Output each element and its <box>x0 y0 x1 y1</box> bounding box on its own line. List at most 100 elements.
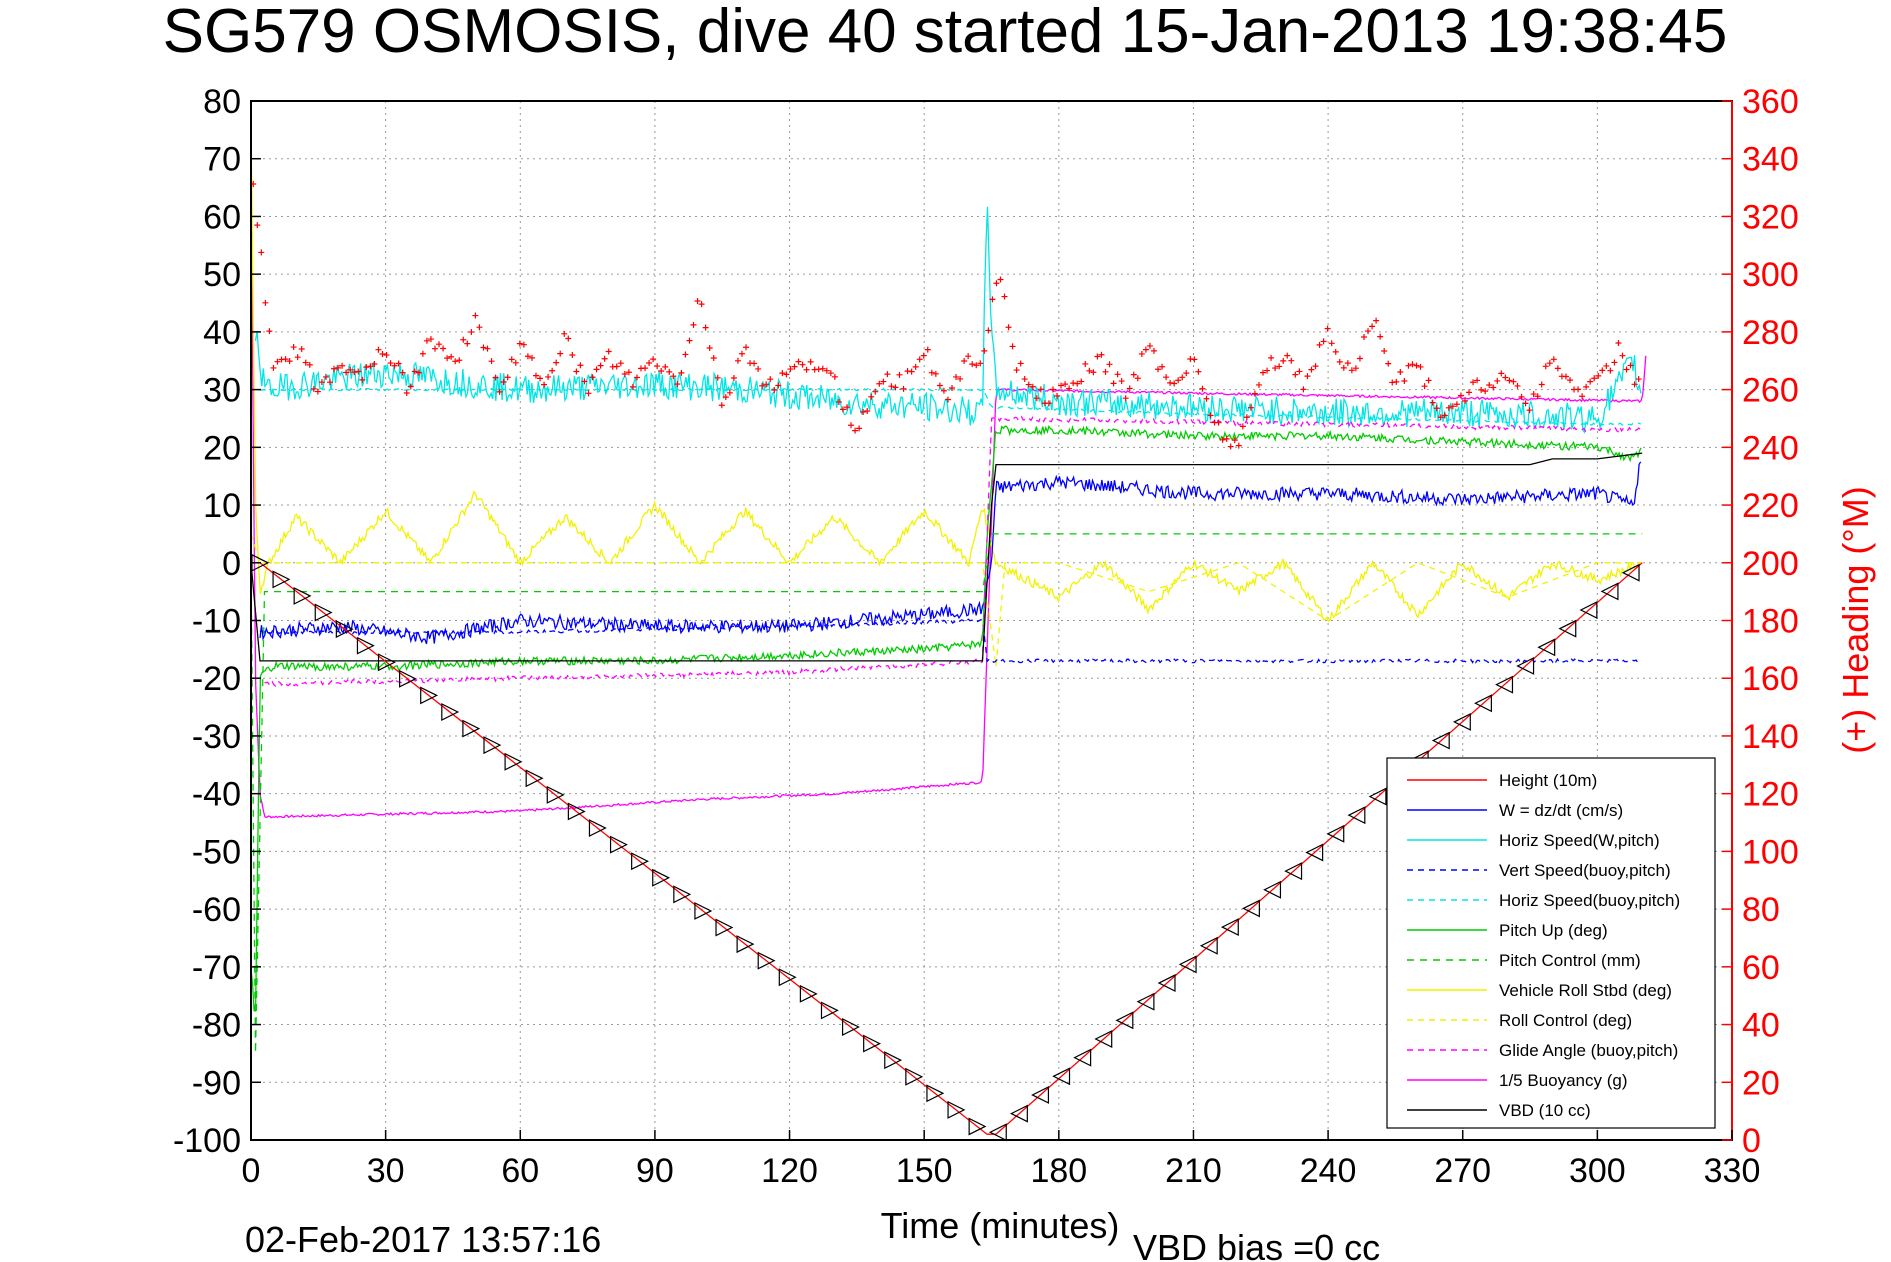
heading-marker <box>1074 380 1081 387</box>
heading-marker <box>1146 342 1153 349</box>
height-marker <box>926 1084 945 1103</box>
legend-label: Pitch Up (deg) <box>1499 921 1608 940</box>
heading-marker <box>371 360 378 367</box>
heading-marker <box>1280 357 1287 364</box>
heading-marker <box>1409 361 1416 368</box>
height-marker <box>1263 880 1282 899</box>
heading-marker <box>843 404 850 411</box>
y2-tick-label: 60 <box>1742 949 1780 987</box>
heading-marker <box>1611 359 1618 366</box>
height-marker <box>1537 638 1556 657</box>
heading-marker <box>981 347 988 354</box>
heading-marker <box>1239 423 1246 430</box>
heading-marker <box>351 369 358 376</box>
heading-marker <box>1264 367 1271 374</box>
heading-marker <box>924 346 931 353</box>
height-marker <box>799 984 818 1003</box>
legend-label: Glide Angle (buoy,pitch) <box>1499 1041 1678 1060</box>
heading-marker <box>1078 378 1085 385</box>
series-roll-control-deg <box>250 533 1643 667</box>
height-marker <box>1621 563 1640 582</box>
heading-marker <box>1365 328 1372 335</box>
heading-marker <box>1312 363 1319 370</box>
heading-marker <box>605 348 612 355</box>
heading-marker <box>1163 374 1170 381</box>
heading-marker <box>678 369 685 376</box>
heading-marker <box>254 222 261 229</box>
heading-marker <box>415 369 422 376</box>
y2-tick-label: 80 <box>1742 891 1780 929</box>
heading-marker <box>868 393 875 400</box>
y2-tick-label: 340 <box>1742 141 1799 179</box>
heading-marker <box>1021 376 1028 383</box>
heading-marker <box>1058 382 1065 389</box>
heading-marker <box>730 374 737 381</box>
heading-marker <box>1324 325 1331 332</box>
legend-label: Roll Control (deg) <box>1499 1011 1632 1030</box>
heading-marker <box>1308 366 1315 373</box>
heading-marker <box>335 364 342 371</box>
heading-marker <box>286 358 293 365</box>
heading-marker <box>1320 338 1327 345</box>
y-tick-label: -80 <box>192 1007 241 1045</box>
heading-marker <box>395 360 402 367</box>
y-tick-label: 40 <box>203 314 241 352</box>
series-w-dz-dt-cm-s <box>259 461 1642 645</box>
y-tick-label: -50 <box>192 833 241 871</box>
heading-marker <box>763 381 770 388</box>
heading-marker <box>1082 360 1089 367</box>
height-marker <box>1347 806 1366 825</box>
heading-marker <box>1510 378 1517 385</box>
heading-marker <box>787 366 794 373</box>
x-tick-label: 180 <box>1030 1152 1087 1190</box>
heading-marker <box>1562 373 1569 380</box>
heading-marker <box>1292 371 1299 378</box>
heading-marker <box>819 365 826 372</box>
height-marker <box>1495 675 1514 694</box>
heading-marker <box>928 369 935 376</box>
legend-label: Vert Speed(buoy,pitch) <box>1499 861 1671 880</box>
heading-marker <box>1530 391 1537 398</box>
heading-marker <box>298 346 305 353</box>
heading-marker <box>1445 404 1452 411</box>
heading-marker <box>1538 381 1545 388</box>
x-tick-label: 60 <box>501 1152 539 1190</box>
heading-marker <box>985 327 992 334</box>
heading-marker <box>1348 367 1355 374</box>
heading-marker <box>726 389 733 396</box>
series-vbd-10-cc <box>250 452 1643 662</box>
height-marker <box>884 1051 903 1070</box>
height-marker <box>420 686 439 705</box>
height-marker <box>1452 712 1471 731</box>
heading-marker <box>593 366 600 373</box>
height-marker <box>272 570 291 589</box>
series-vehicle-roll-stbd-deg <box>250 129 1642 623</box>
heading-marker <box>1098 351 1105 358</box>
heading-marker <box>823 367 830 374</box>
footer-timestamp: 02-Feb-2017 13:57:16 <box>245 1219 601 1260</box>
heading-marker <box>965 353 972 360</box>
heading-marker <box>860 408 867 415</box>
heading-marker <box>326 379 333 386</box>
heading-marker <box>1219 436 1226 443</box>
heading-marker <box>432 345 439 352</box>
heading-marker <box>508 356 515 363</box>
heading-marker <box>1373 317 1380 324</box>
y-tick-label: 30 <box>203 372 241 410</box>
heading-marker <box>1142 346 1149 353</box>
heading-marker <box>306 361 313 368</box>
heading-marker <box>427 336 434 343</box>
heading-marker <box>440 345 447 352</box>
x-tick-label: 240 <box>1300 1152 1357 1190</box>
heading-marker <box>852 427 859 434</box>
heading-marker <box>561 330 568 337</box>
heading-marker <box>1429 399 1436 406</box>
height-marker <box>631 852 649 871</box>
heading-marker <box>331 365 338 372</box>
heading-marker <box>1514 382 1521 389</box>
heading-marker <box>1122 395 1129 402</box>
heading-marker <box>1425 377 1432 384</box>
y-tick-label: 0 <box>222 545 241 583</box>
heading-marker <box>1203 395 1210 402</box>
heading-marker <box>472 312 479 319</box>
